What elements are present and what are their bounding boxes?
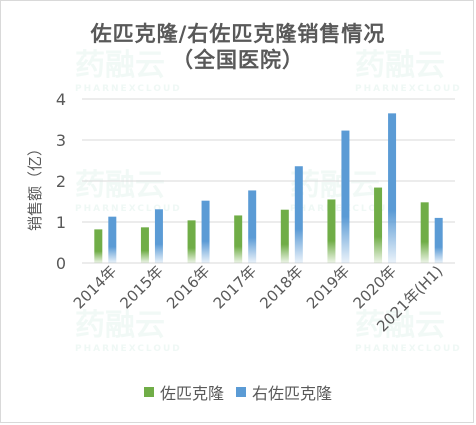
y-tick-label: 4	[56, 90, 66, 109]
legend-label: 佐匹克隆	[159, 384, 224, 403]
legend-label: 右佐匹克隆	[252, 384, 333, 403]
bar-zopiclone	[420, 202, 429, 263]
chart-title: 佐匹克隆/右佐匹克隆销售情况	[90, 22, 386, 46]
y-tick-label: 0	[56, 254, 66, 273]
bar-eszopiclone	[201, 200, 210, 263]
bar-eszopiclone	[341, 130, 350, 263]
x-tick-label: 2014年	[70, 262, 120, 312]
bar-zopiclone	[187, 220, 196, 263]
bar-eszopiclone	[434, 217, 443, 263]
chart-subtitle: （全国医院）	[172, 48, 304, 72]
x-tick-label: 2015年	[116, 262, 166, 312]
x-tick-label: 2016年	[163, 262, 213, 312]
legend-item: 右佐匹克隆	[236, 380, 332, 404]
legend-item: 佐匹克隆	[143, 380, 224, 404]
bars	[94, 113, 443, 263]
bar-eszopiclone	[294, 166, 303, 263]
y-tick-labels: 0 1 2 3 4	[56, 90, 66, 273]
bar-eszopiclone	[388, 113, 397, 263]
bar-zopiclone	[234, 215, 243, 263]
y-tick-label: 2	[56, 172, 66, 191]
legend-swatch	[236, 387, 246, 397]
x-tick-label: 2018年	[256, 262, 306, 312]
x-tick-label: 2017年	[210, 262, 260, 312]
x-tick-labels: 2014年2015年2016年2017年2018年2019年2020年2021年…	[70, 262, 447, 335]
bar-zopiclone	[327, 199, 336, 263]
bar-eszopiclone	[248, 190, 257, 263]
bar-eszopiclone	[154, 209, 163, 263]
gridlines	[82, 98, 455, 264]
bar-zopiclone	[374, 187, 383, 263]
y-axis-label: 销售额（亿）	[26, 141, 44, 231]
legend-swatch	[143, 387, 154, 397]
y-tick-label: 3	[56, 131, 66, 150]
bar-zopiclone	[280, 209, 289, 263]
legend: 佐匹克隆 右佐匹克隆	[0, 380, 476, 404]
bar-zopiclone	[140, 227, 149, 263]
bar-zopiclone	[94, 229, 103, 263]
x-tick-label: 2019年	[303, 262, 353, 312]
bar-eszopiclone	[108, 216, 117, 263]
y-tick-label: 1	[56, 213, 66, 232]
